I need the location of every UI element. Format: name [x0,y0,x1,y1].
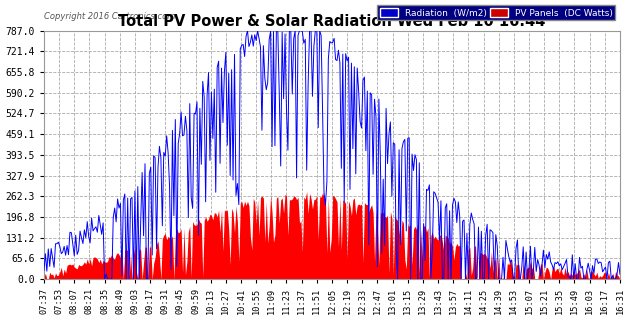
Legend: Radiation  (W/m2), PV Panels  (DC Watts): Radiation (W/m2), PV Panels (DC Watts) [377,5,616,20]
Title: Total PV Power & Solar Radiation Wed Feb 10 16:44: Total PV Power & Solar Radiation Wed Feb… [118,14,546,29]
Text: Copyright 2016 Cartronics.com: Copyright 2016 Cartronics.com [44,12,175,21]
